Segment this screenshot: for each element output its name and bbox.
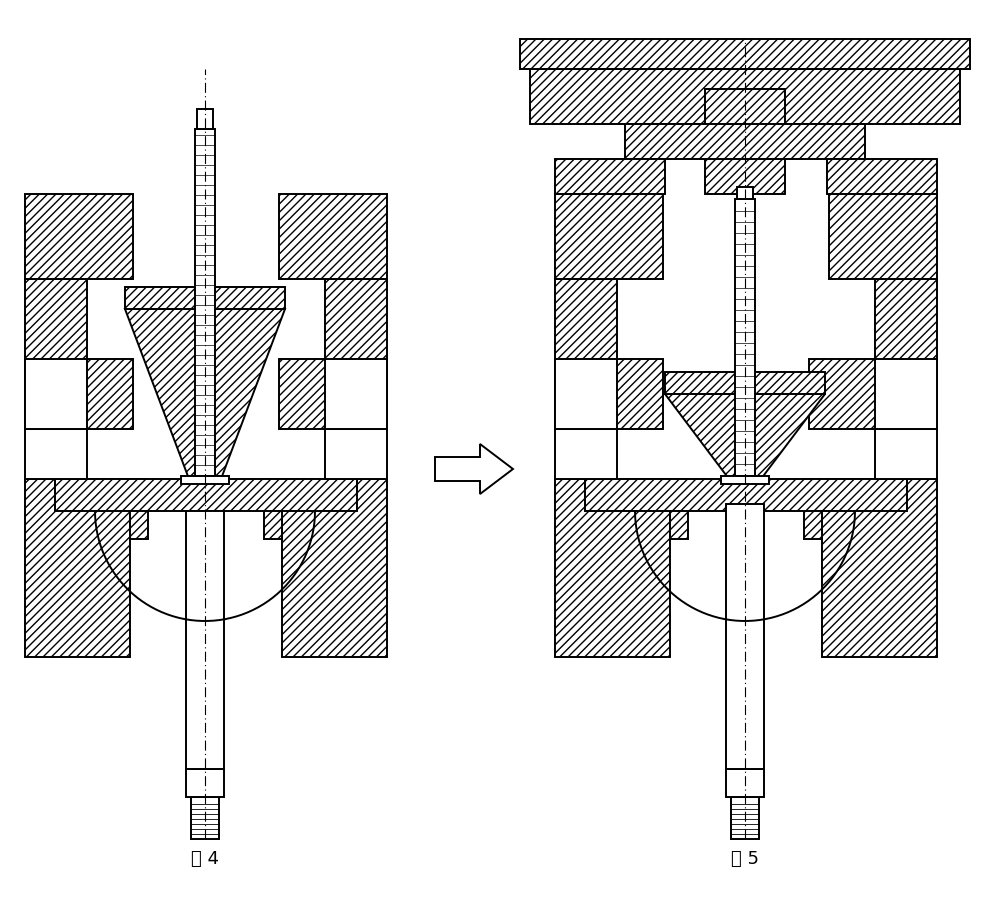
Bar [726,504,764,769]
Bar [737,187,753,199]
Bar [186,511,224,769]
Bar [705,89,785,194]
Bar [585,479,907,511]
Bar [726,769,764,797]
Bar [279,194,387,279]
Bar [264,479,282,539]
Bar [829,194,937,279]
Text: 图 4: 图 4 [191,850,219,868]
Bar [804,479,822,539]
Bar [25,359,87,429]
Bar [181,476,229,484]
Bar [555,479,670,657]
Bar [721,476,769,484]
Bar [555,159,665,194]
Bar [25,194,133,279]
Bar [325,429,387,479]
Polygon shape [809,279,937,429]
Bar [25,429,87,479]
Bar [186,769,224,797]
Bar [731,797,759,839]
Bar [555,359,617,429]
Bar [555,194,663,279]
Bar [325,359,387,429]
Bar [520,39,970,69]
Bar [735,199,755,479]
Bar [530,69,960,124]
Bar [670,479,688,539]
Polygon shape [25,279,133,429]
Bar [197,109,213,129]
Bar [827,159,937,194]
Text: 图 5: 图 5 [731,850,759,868]
Bar [25,479,130,657]
Polygon shape [279,279,387,429]
Bar [875,359,937,429]
Bar [665,372,825,394]
Bar [875,429,937,479]
Polygon shape [665,394,825,479]
Bar [282,479,387,657]
Bar [625,124,865,159]
Bar [195,129,215,479]
Bar [191,797,219,839]
Bar [555,429,617,479]
Bar [125,287,285,309]
Bar [130,479,148,539]
Polygon shape [555,279,663,429]
Polygon shape [125,309,285,479]
Bar [822,479,937,657]
Bar [55,479,357,511]
Polygon shape [435,444,513,494]
